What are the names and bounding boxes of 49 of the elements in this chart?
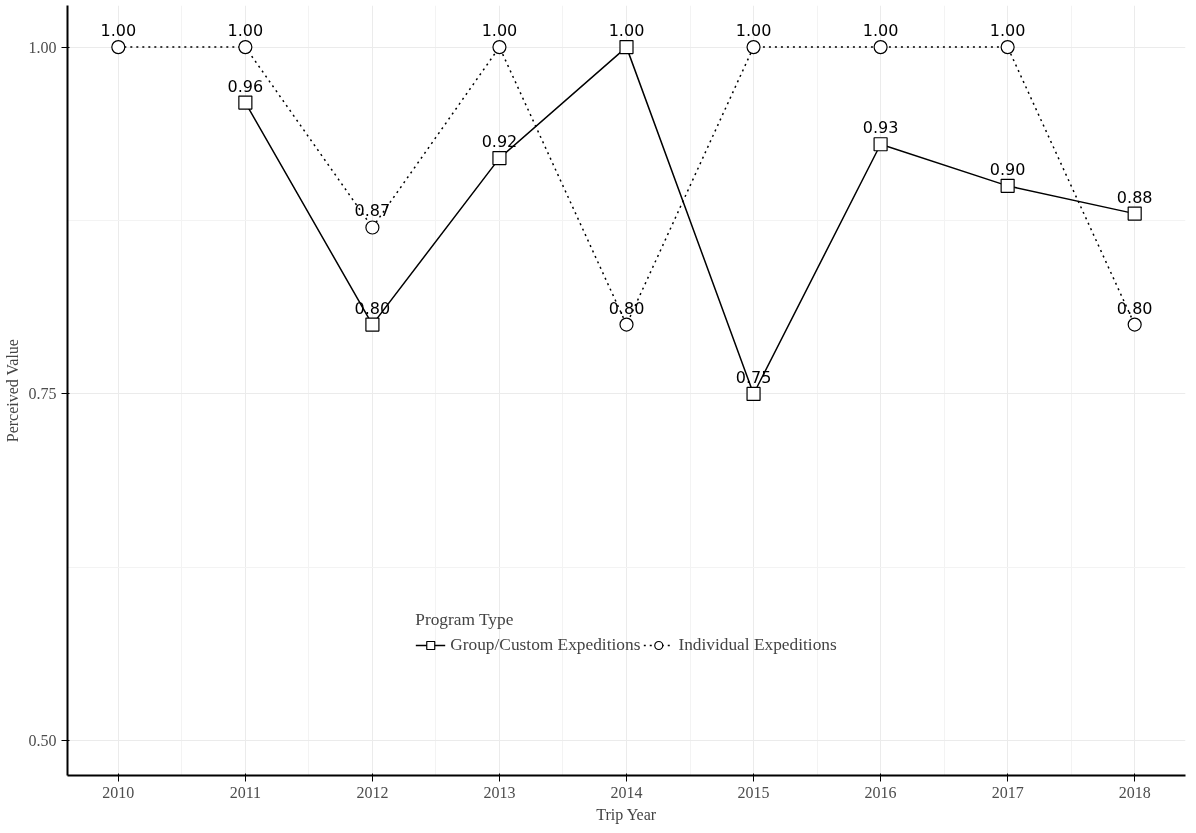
point (365, 317, 380, 332)
data-label: 1.00 (735, 21, 772, 41)
y-axis-title: Perceived Value (3, 339, 21, 443)
point (492, 40, 507, 55)
point (619, 317, 634, 332)
x-tick-label: 2015 (737, 783, 770, 801)
x-tick-label: 2017 (991, 783, 1024, 801)
data-label: 1.00 (481, 21, 518, 41)
point (746, 40, 761, 55)
point (238, 95, 253, 110)
x-tick-label: 2014 (610, 783, 643, 801)
point (238, 40, 253, 55)
y-tick-label: 0.75 (28, 385, 57, 403)
x-tick-label: 2012 (356, 783, 389, 801)
point (873, 137, 888, 152)
x-tick-label: 2010 (102, 783, 135, 801)
point (1127, 206, 1142, 221)
data-label: 0.88 (1116, 187, 1153, 207)
point (365, 220, 380, 235)
data-label: 1.00 (862, 21, 899, 41)
point (1127, 317, 1142, 332)
point (1000, 40, 1015, 55)
point (873, 40, 888, 55)
data-label: 0.87 (354, 201, 391, 221)
x-tick-label: 2016 (864, 783, 897, 801)
point (619, 40, 634, 55)
data-label: 1.00 (608, 21, 645, 41)
data-label: 0.80 (1116, 298, 1153, 318)
y-tick-label: 0.50 (28, 732, 57, 750)
legend-label: Individual Expeditions (678, 635, 837, 655)
y-tick-label: 1.00 (28, 38, 57, 56)
data-label: 1.00 (227, 21, 264, 41)
x-tick-label: 2018 (1118, 783, 1151, 801)
data-label: 0.96 (227, 76, 264, 96)
data-label: 0.93 (862, 118, 899, 138)
data-label: 0.80 (608, 298, 645, 318)
x-axis-title: Trip Year (596, 805, 657, 824)
point (492, 151, 507, 166)
point (1000, 178, 1015, 193)
data-label: 1.00 (100, 21, 137, 41)
point (111, 40, 126, 55)
legend-title: Program Type (415, 610, 515, 630)
x-tick-label: 2013 (483, 783, 516, 801)
point (746, 386, 761, 402)
data-label: 0.92 (481, 132, 518, 152)
data-label: 0.90 (989, 159, 1026, 179)
data-label: 1.00 (989, 21, 1026, 41)
legend-label: Group/Custom Expeditions (450, 635, 641, 655)
x-tick-label: 2011 (229, 783, 262, 801)
